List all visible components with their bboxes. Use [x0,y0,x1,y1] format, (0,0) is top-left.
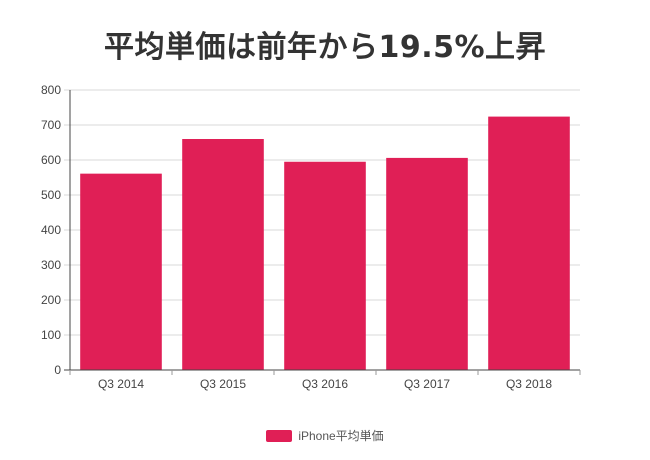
y-tick-label: 0 [54,363,61,377]
y-tick-label: 500 [41,188,61,202]
legend-label: iPhone平均単価 [298,429,384,443]
x-tick-label: Q3 2016 [302,377,348,391]
y-tick-label: 600 [41,153,61,167]
legend-swatch [266,429,293,442]
axes [64,90,581,375]
bars [80,116,570,370]
x-tick-label: Q3 2018 [506,377,552,391]
y-tick-label: 800 [41,83,61,97]
y-tick-labels: 0 100 200 300 400 500 600 700 800 [41,83,61,377]
bar-q3-2018[interactable] [488,116,570,370]
y-tick-label: 100 [41,328,61,342]
y-tick-label: 200 [41,293,61,307]
bar-q3-2014[interactable] [80,173,162,370]
chart-title: 平均単価は前年から19.5%上昇 [103,30,547,65]
bar-q3-2016[interactable] [284,161,366,370]
y-tick-label: 400 [41,223,61,237]
x-tick-label: Q3 2017 [404,377,450,391]
x-tick-label: Q3 2014 [98,377,144,391]
x-tick-label: Q3 2015 [200,377,246,391]
y-tick-label: 700 [41,118,61,132]
bar-q3-2015[interactable] [182,139,264,370]
bar-q3-2017[interactable] [386,157,468,370]
legend[interactable]: iPhone平均単価 [0,427,650,444]
x-tick-labels: Q3 2014 Q3 2015 Q3 2016 Q3 2017 Q3 2018 [98,377,552,391]
y-tick-label: 300 [41,258,61,272]
